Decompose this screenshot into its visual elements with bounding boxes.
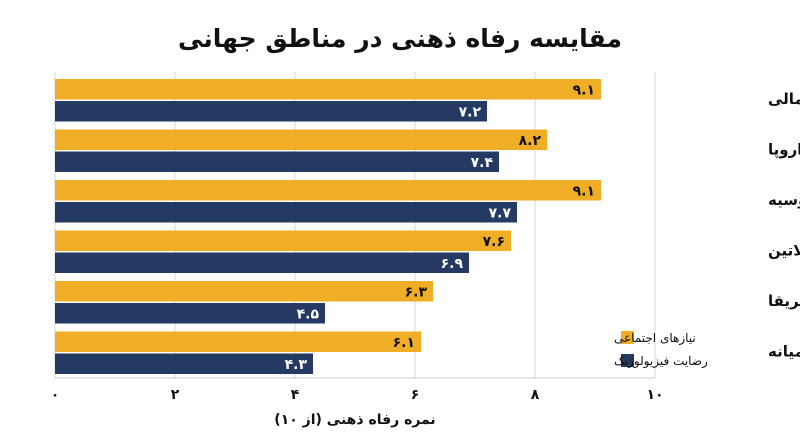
bar-physiological-1 [55,151,499,172]
bar-social-1 [55,129,547,150]
bar-physiological-4 [55,303,325,324]
category-label-2: آسیا-اقیانوسیه [768,191,800,209]
bar-social-5 [55,331,421,352]
x-axis-label: نمره رفاه ذهنی (از ۱۰) [274,412,435,428]
value-label-physiological-5: ۴.۳ [285,357,308,373]
value-label-social-1: ۸.۲ [519,133,542,149]
value-label-social-0: ۹.۱ [573,82,595,98]
bar-social-3 [55,230,511,251]
bar-social-4 [55,281,433,302]
bar-social-0 [55,79,601,100]
x-tick-labels: ۰ ۲ ۴ ۶ ۸ ۱۰ [51,387,664,403]
x-tick-label-5: ۱۰ [646,387,663,403]
x-tick-label-3: ۶ [411,387,420,403]
x-tick-label-4: ۸ [531,387,540,403]
category-label-4: آفریقا [768,292,800,310]
category-label-5: خاورمیانه [768,343,800,361]
bar-physiological-2 [55,202,517,223]
value-label-social-3: ۷.۶ [483,234,505,250]
bars [55,79,601,374]
value-label-social-2: ۹.۱ [573,183,595,199]
value-label-physiological-3: ۶.۹ [441,256,464,272]
bar-social-2 [55,180,601,201]
value-label-physiological-2: ۷.۷ [489,205,512,221]
value-label-physiological-0: ۷.۲ [459,104,482,120]
bar-physiological-0 [55,101,487,122]
legend-label-0: نیازهای اجتماعی [614,331,696,346]
category-label-0: آمریکای شمالی [768,90,800,108]
category-label-1: اروپا [768,141,800,160]
category-labels: آمریکای شمالی اروپا آسیا-اقیانوسیه آمریکای … [768,90,800,361]
gridlines [54,72,656,379]
value-labels: ۹.۱ ۷.۲ ۸.۲ ۷.۴ ۹.۱ ۷.۷ ۷.۶ ۶.۹ ۶.۳ ۴.۵ ۶.۱ ۴.۳ [285,82,595,373]
x-tick-label-0: ۰ [51,387,60,403]
legend-label-1: رضایت فیزیولوژیک [614,354,708,369]
value-label-social-5: ۶.۱ [393,335,415,351]
category-label-3: آمریکای لاتین [768,242,800,260]
bar-physiological-5 [55,353,313,374]
legend-swatch-0 [621,331,634,344]
x-tick-label-1: ۲ [171,387,180,403]
legend-swatch-1 [621,354,634,367]
chart-title: مقایسه رفاه ذهنی در مناطق جهانی [178,24,622,54]
x-tick-label-2: ۴ [291,387,300,403]
legend: نیازهای اجتماعی رضایت فیزیولوژیک [614,331,708,369]
value-label-social-4: ۶.۳ [405,284,428,300]
value-label-physiological-4: ۴.۵ [297,306,320,322]
bar-physiological-3 [55,252,469,273]
value-label-physiological-1: ۷.۴ [471,155,494,171]
